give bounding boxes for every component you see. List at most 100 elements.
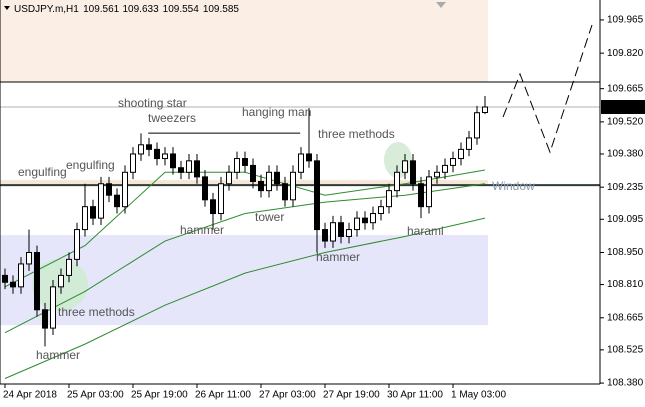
candle-body bbox=[258, 180, 264, 192]
candle-body bbox=[10, 281, 16, 288]
annotation: tweezers bbox=[148, 111, 196, 125]
candle-body bbox=[18, 263, 24, 288]
annotation: three methods bbox=[318, 127, 395, 141]
x-tick-label: 27 Apr 19:00 bbox=[323, 390, 380, 401]
candle-body bbox=[250, 164, 256, 182]
annotation: hammer bbox=[316, 250, 360, 264]
y-tick-label: 109.820 bbox=[607, 48, 644, 59]
candle-body bbox=[98, 183, 104, 219]
candle-body bbox=[338, 222, 344, 237]
candle-body bbox=[354, 217, 360, 231]
annotation: hanging man bbox=[242, 105, 311, 119]
annotation: shooting star bbox=[118, 96, 187, 110]
y-tick-label: 108.525 bbox=[607, 345, 644, 356]
annotation: harami bbox=[407, 224, 444, 238]
y-tick-label: 109.965 bbox=[607, 15, 644, 26]
candle-body bbox=[290, 171, 296, 201]
candle-body bbox=[122, 171, 128, 208]
candle-body bbox=[482, 106, 488, 113]
price-tag bbox=[601, 99, 645, 114]
candle-body bbox=[178, 167, 184, 173]
y-tick-label: 108.380 bbox=[607, 378, 644, 389]
candle-body bbox=[154, 148, 160, 160]
candle-body bbox=[458, 148, 464, 160]
shift-marker bbox=[436, 2, 446, 8]
header-close: 109.585 bbox=[203, 4, 240, 15]
annotation: engulfing bbox=[66, 158, 115, 172]
candle-body bbox=[42, 309, 48, 329]
annotation: tower bbox=[255, 210, 284, 224]
header-high: 109.633 bbox=[123, 4, 160, 15]
symbol: USDJPY.m,H1 bbox=[14, 4, 79, 15]
candle-body bbox=[50, 286, 56, 329]
price-tag-label: 109.585 bbox=[607, 102, 644, 113]
candle-body bbox=[314, 160, 320, 231]
x-tick-label: 1 May 03:00 bbox=[451, 390, 506, 401]
y-tick-label: 108.810 bbox=[607, 279, 644, 290]
candle-body bbox=[402, 160, 408, 173]
annotation: hammer bbox=[180, 223, 224, 237]
candle-body bbox=[426, 176, 432, 208]
candle-body bbox=[130, 153, 136, 173]
candle-body bbox=[210, 199, 216, 215]
candle-body bbox=[474, 112, 480, 139]
candle-body bbox=[282, 183, 288, 201]
zones bbox=[0, 0, 488, 326]
candle-body bbox=[418, 183, 424, 208]
candle-body bbox=[298, 153, 304, 173]
candle-body bbox=[322, 229, 328, 242]
y-tick-label: 109.520 bbox=[607, 117, 644, 128]
x-tick-label: 24 Apr 2018 bbox=[3, 390, 57, 401]
x-tick-label: 25 Apr 19:00 bbox=[131, 390, 188, 401]
candle-body bbox=[58, 274, 64, 288]
candle-body bbox=[66, 258, 72, 276]
candle-body bbox=[146, 144, 152, 150]
header: USDJPY.m,H1 109.561 109.633 109.554 109.585 bbox=[14, 4, 239, 15]
candle-body bbox=[90, 206, 96, 219]
zone bbox=[0, 0, 488, 83]
candle-body bbox=[394, 171, 400, 192]
moving-average bbox=[4, 217, 486, 379]
x-tick-label: 25 Apr 03:00 bbox=[67, 390, 124, 401]
x-tick-label: 27 Apr 03:00 bbox=[259, 390, 316, 401]
header-open: 109.561 bbox=[83, 4, 120, 15]
candle-body bbox=[306, 153, 312, 162]
candle-body bbox=[434, 171, 440, 178]
candle-body bbox=[114, 194, 120, 208]
candle-body bbox=[202, 176, 208, 201]
candle-body bbox=[138, 144, 144, 155]
candle-body bbox=[362, 217, 368, 224]
candle-body bbox=[2, 274, 8, 283]
moving-average bbox=[4, 183, 486, 334]
annotation: three methods bbox=[58, 305, 135, 319]
candle-body bbox=[466, 137, 472, 150]
candle-body bbox=[346, 229, 352, 237]
plot bbox=[0, 24, 600, 379]
annotation: Window bbox=[492, 179, 535, 193]
menu-triangle bbox=[4, 6, 10, 10]
x-tick-label: 26 Apr 11:00 bbox=[195, 390, 251, 401]
candle-body bbox=[330, 222, 336, 242]
candle-body bbox=[34, 251, 40, 311]
y-tick-label: 108.950 bbox=[607, 247, 644, 258]
candle-body bbox=[82, 206, 88, 231]
candle-body bbox=[26, 251, 32, 265]
candle-body bbox=[378, 206, 384, 215]
candle-body bbox=[386, 190, 392, 208]
candle-body bbox=[218, 183, 224, 215]
candle-body bbox=[162, 153, 168, 160]
y-tick-label: 109.235 bbox=[607, 182, 644, 193]
y-tick-label: 109.380 bbox=[607, 149, 644, 160]
candle-body bbox=[410, 160, 416, 185]
projection-line bbox=[502, 24, 593, 154]
candle-body bbox=[274, 171, 280, 185]
candle-body bbox=[242, 158, 248, 166]
candle-body bbox=[442, 164, 448, 173]
y-tick-label: 109.665 bbox=[607, 83, 644, 94]
candle-body bbox=[370, 213, 376, 224]
candle-body bbox=[234, 158, 240, 173]
y-tick-label: 108.665 bbox=[607, 312, 644, 323]
moving-average bbox=[4, 169, 486, 288]
candle-body bbox=[226, 171, 232, 185]
